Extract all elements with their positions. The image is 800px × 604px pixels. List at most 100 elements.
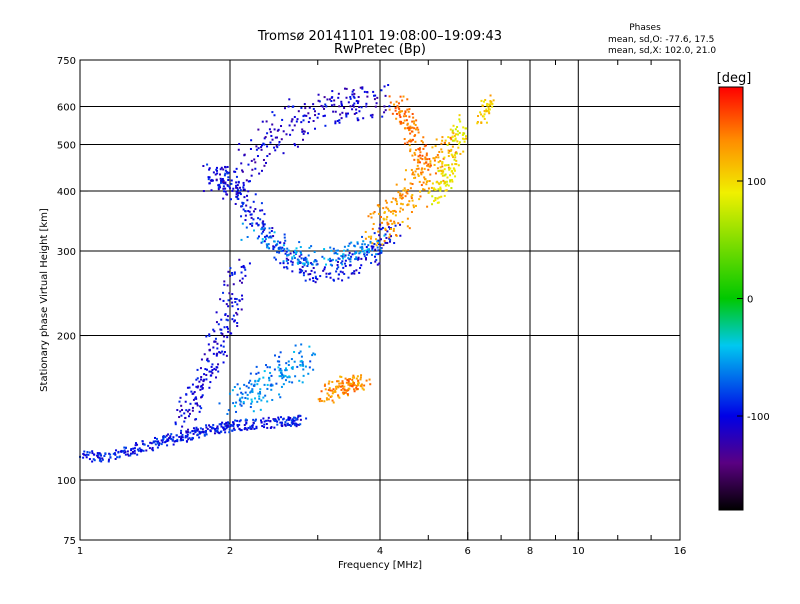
scatter-point (241, 222, 244, 225)
scatter-point (340, 102, 343, 105)
scatter-point (265, 422, 268, 425)
scatter-point (343, 245, 346, 248)
scatter-point (411, 120, 414, 123)
scatter-point (265, 419, 268, 422)
scatter-point (406, 122, 409, 125)
scatter-point (208, 333, 211, 336)
scatter-point (160, 443, 163, 446)
scatter-point (244, 397, 247, 400)
scatter-point (180, 414, 183, 417)
scatter-point (276, 240, 279, 243)
scatter-point (107, 460, 110, 463)
scatter-point (222, 299, 225, 302)
scatter-point (198, 430, 201, 433)
scatter-point (427, 191, 430, 194)
scatter-point (278, 143, 281, 146)
scatter-point (431, 195, 434, 198)
scatter-point (348, 242, 351, 245)
scatter-point (399, 196, 402, 199)
scatter-point (284, 239, 287, 242)
scatter-point (240, 404, 243, 407)
scatter-point (289, 416, 292, 419)
scatter-point (278, 360, 281, 363)
scatter-point (175, 434, 178, 437)
scatter-point (399, 95, 402, 98)
scatter-point (166, 444, 169, 447)
scatter-point (307, 372, 310, 375)
scatter-point (179, 410, 182, 413)
scatter-point (337, 380, 340, 383)
scatter-point (332, 247, 335, 250)
scatter-point (312, 120, 315, 123)
scatter-point (198, 432, 201, 435)
scatter-point (418, 198, 421, 201)
scatter-point (448, 142, 451, 145)
scatter-point (447, 164, 450, 167)
scatter-point (221, 350, 224, 353)
scatter-point (373, 243, 376, 246)
scatter-point (342, 257, 345, 260)
scatter-point (204, 429, 207, 432)
scatter-point (92, 458, 95, 461)
scatter-point (405, 115, 408, 118)
scatter-point (406, 217, 409, 220)
scatter-point (254, 208, 257, 211)
scatter-point (454, 163, 457, 166)
scatter-point (271, 111, 274, 114)
scatter-point (419, 190, 422, 193)
scatter-point (325, 397, 328, 400)
scatter-point (394, 214, 397, 217)
scatter-point (345, 112, 348, 115)
scatter-point (205, 378, 208, 381)
scatter-point (408, 108, 411, 111)
scatter-point (458, 118, 461, 121)
scatter-point (236, 195, 239, 198)
scatter-point (208, 182, 211, 185)
scatter-point (410, 168, 413, 171)
scatter-point (441, 150, 444, 153)
scatter-point (290, 358, 293, 361)
scatter-point (301, 381, 304, 384)
scatter-point (403, 187, 406, 190)
scatter-point (215, 376, 218, 379)
scatter-point (365, 105, 368, 108)
scatter-point (96, 452, 99, 455)
scatter-point (250, 390, 253, 393)
scatter-point (342, 382, 345, 385)
scatter-point (341, 260, 344, 263)
scatter-point (366, 253, 369, 256)
scatter-point (291, 381, 294, 384)
scatter-point (181, 433, 184, 436)
scatter-point (230, 198, 233, 201)
scatter-point (244, 268, 247, 271)
scatter-point (417, 155, 420, 158)
scatter-point (351, 378, 354, 381)
scatter-point (219, 298, 222, 301)
scatter-point (301, 360, 304, 363)
scatter-point (130, 448, 133, 451)
scatter-point (420, 184, 423, 187)
scatter-point (338, 121, 341, 124)
scatter-point (305, 114, 308, 117)
scatter-point (210, 370, 213, 373)
scatter-point (443, 181, 446, 184)
scatter-point (162, 435, 165, 438)
scatter-point (408, 227, 411, 230)
scatter-point (408, 115, 411, 118)
scatter-point (216, 429, 219, 432)
y-tick-label: 400 (57, 187, 76, 198)
scatter-point (483, 117, 486, 120)
scatter-point (392, 197, 395, 200)
scatter-point (432, 157, 435, 160)
scatter-point (217, 188, 220, 191)
scatter-point (389, 219, 392, 222)
scatter-point (298, 261, 301, 264)
scatter-point (331, 90, 334, 93)
scatter-point (227, 178, 230, 181)
scatter-point (312, 368, 315, 371)
scatter-point (233, 170, 236, 173)
scatter-point (293, 254, 296, 257)
scatter-point (347, 101, 350, 104)
scatter-point (373, 211, 376, 214)
